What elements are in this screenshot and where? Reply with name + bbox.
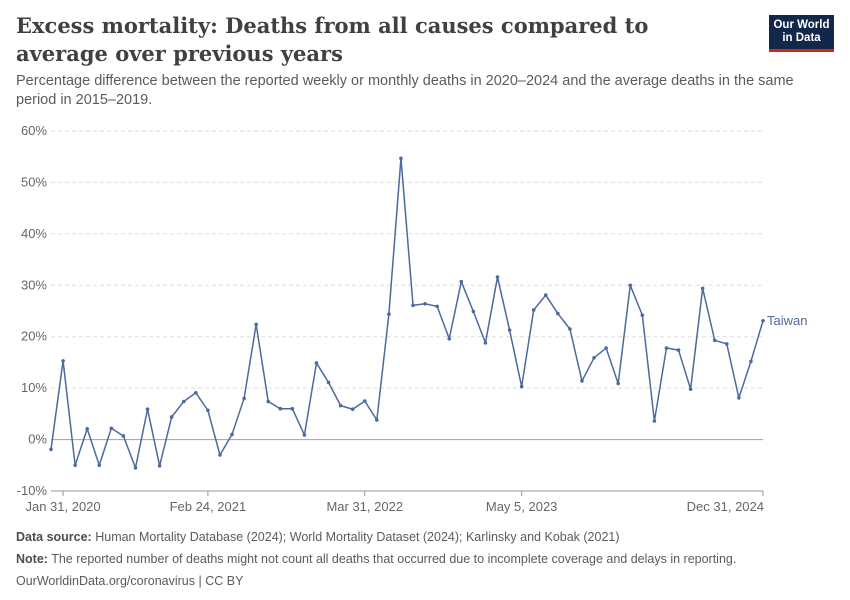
data-point <box>242 396 246 401</box>
data-point <box>592 356 596 360</box>
data-point <box>85 426 90 431</box>
data-point <box>109 426 114 431</box>
data-point <box>519 384 524 389</box>
logo-line-1: Our World <box>773 19 830 31</box>
data-point <box>531 308 536 312</box>
series-taiwan[interactable]: Taiwan <box>49 156 807 470</box>
data-point <box>121 434 126 438</box>
chart-subtitle: Percentage difference between the report… <box>16 73 794 108</box>
data-point <box>459 279 464 284</box>
data-point <box>97 463 102 468</box>
data-source-label: Data source: <box>16 530 92 544</box>
x-tick-label: Dec 31, 2024 <box>687 499 764 514</box>
data-point <box>664 346 669 350</box>
data-point <box>423 302 427 306</box>
x-axis: Jan 31, 2020 Feb 24, 2021 Mar 31, 2022 May … <box>25 490 764 514</box>
logo-line-2: in Data <box>782 32 821 44</box>
data-point <box>206 408 210 413</box>
y-tick-label: 0% <box>28 432 47 447</box>
note-text: The reported number of deaths might not … <box>51 552 737 566</box>
data-point <box>278 406 283 411</box>
x-tick-label: Jan 31, 2020 <box>25 499 100 514</box>
data-point <box>157 464 162 468</box>
data-point <box>447 336 452 341</box>
data-point <box>145 407 150 412</box>
data-point <box>290 406 295 411</box>
data-point <box>688 387 693 391</box>
owid-logo[interactable]: Our World in Data <box>769 15 834 52</box>
credit-line[interactable]: OurWorldinData.org/coronavirus | CC BY <box>16 574 244 588</box>
data-point <box>314 361 319 365</box>
y-tick-label: 60% <box>21 123 47 138</box>
data-source-text: Human Mortality Database (2024); World M… <box>95 530 620 544</box>
data-point <box>676 348 681 352</box>
data-point <box>169 415 174 419</box>
chart-footer: Data source: Human Mortality Database (2… <box>16 528 836 594</box>
x-tick-label: Mar 31, 2022 <box>326 499 403 514</box>
data-point <box>230 432 234 437</box>
data-point <box>133 466 138 470</box>
line-chart[interactable]: -10% 0% 10% 20% 30% 40% 50% 60% Jan 31, 2020 Feb… <box>0 118 850 518</box>
data-point <box>181 399 186 404</box>
data-point <box>387 312 391 316</box>
data-point <box>326 380 331 385</box>
data-point <box>338 403 343 408</box>
data-point <box>302 433 307 437</box>
data-point <box>435 304 439 309</box>
data-point <box>543 293 548 297</box>
y-tick-label: -10% <box>17 483 48 498</box>
data-point <box>73 463 77 468</box>
x-tick-label: May 5, 2023 <box>486 499 558 514</box>
data-point <box>604 346 608 350</box>
data-point <box>507 328 512 332</box>
data-point <box>724 342 729 346</box>
gridlines <box>51 130 763 492</box>
data-point <box>556 311 560 316</box>
data-point <box>49 447 53 452</box>
data-point <box>495 275 500 279</box>
chart-note: Note: The reported number of deaths migh… <box>16 550 836 569</box>
data-source: Data source: Human Mortality Database (2… <box>16 528 836 547</box>
series-line <box>50 157 764 469</box>
data-point <box>194 390 198 395</box>
y-tick-label: 30% <box>21 277 47 292</box>
chart-title: Excess mortality: Deaths from all causes… <box>16 13 649 66</box>
data-point <box>350 407 355 412</box>
y-axis-labels: -10% 0% 10% 20% 30% 40% 50% 60% <box>17 123 48 498</box>
series-label: Taiwan <box>767 313 807 328</box>
data-point <box>652 419 657 423</box>
data-point <box>761 318 765 323</box>
data-point <box>61 359 65 363</box>
y-tick-label: 20% <box>21 329 47 344</box>
data-point <box>483 341 488 345</box>
data-point <box>700 286 705 291</box>
y-tick-label: 40% <box>21 226 47 241</box>
note-label: Note: <box>16 552 48 566</box>
data-point <box>749 359 753 364</box>
data-point <box>375 418 379 422</box>
data-point <box>628 283 633 288</box>
data-point <box>266 399 271 404</box>
data-point <box>616 381 620 386</box>
data-point <box>580 379 584 383</box>
y-tick-label: 10% <box>21 380 47 395</box>
y-tick-label: 50% <box>21 174 47 189</box>
data-point <box>471 309 476 314</box>
data-point <box>362 399 367 403</box>
x-tick-label: Feb 24, 2021 <box>170 499 247 514</box>
data-point <box>640 313 645 317</box>
data-point <box>568 327 572 331</box>
data-point <box>218 453 222 457</box>
data-point <box>411 303 415 308</box>
data-point <box>399 156 403 161</box>
data-point <box>712 338 717 343</box>
data-point <box>254 322 258 327</box>
data-point <box>737 396 741 400</box>
